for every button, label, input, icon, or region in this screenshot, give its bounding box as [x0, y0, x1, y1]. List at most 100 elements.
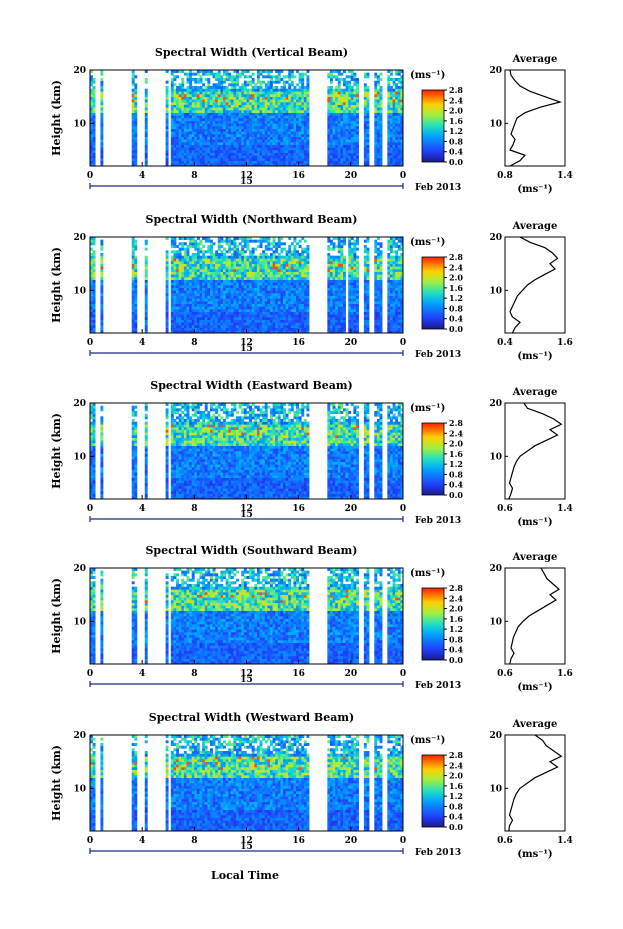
heatmap-cell: [178, 94, 182, 97]
heatmap-cell: [340, 107, 344, 111]
heatmap-cell: [296, 327, 299, 331]
heatmap-cell: [207, 261, 211, 264]
heatmap-cell: [194, 126, 198, 129]
heatmap-cell: [217, 298, 221, 302]
heatmap-cell: [272, 271, 276, 275]
heatmap-cell: [228, 247, 232, 251]
heatmap-cell: [189, 139, 193, 143]
heatmap-cell: [217, 293, 221, 296]
heatmap-cell: [204, 144, 208, 148]
heatmap-cell: [199, 319, 203, 323]
heatmap-cell: [353, 142, 357, 145]
heatmap-cell: [173, 285, 177, 288]
heatmap-cell: [374, 139, 378, 143]
heatmap-cell: [376, 88, 380, 92]
heatmap-cell: [340, 319, 344, 323]
heatmap-cell: [186, 99, 190, 103]
heatmap-cell: [285, 309, 289, 312]
heatmap-cell: [189, 126, 193, 129]
heatmap-cell: [256, 115, 260, 119]
heatmap-cell: [251, 298, 255, 302]
heatmap-cell: [259, 94, 263, 97]
heatmap-cell: [254, 107, 258, 111]
heatmap-cell: [283, 247, 286, 251]
heatmap-cell: [353, 80, 357, 84]
heatmap-cell: [220, 253, 224, 256]
heatmap-cell: [173, 245, 177, 248]
heatmap-cell: [329, 322, 333, 326]
heatmap-cell: [238, 277, 242, 280]
heatmap-cell: [225, 314, 229, 318]
heatmap-cell: [236, 261, 239, 264]
heatmap-cell: [233, 274, 237, 278]
heatmap-cell: [272, 245, 276, 248]
heatmap-cell: [353, 102, 357, 105]
heatmap-cell: [225, 131, 229, 135]
heatmap-cell: [306, 118, 310, 121]
heatmap-cell: [220, 96, 224, 100]
heatmap-cell: [389, 163, 393, 167]
heatmap-cell: [376, 99, 380, 103]
heatmap-cell: [264, 70, 268, 73]
heatmap-cell: [202, 266, 206, 270]
heatmap-cell: [100, 330, 104, 334]
heatmap-cell: [356, 99, 359, 103]
heatmap-cell: [212, 112, 216, 116]
heatmap-cell: [196, 298, 200, 302]
heatmap-cell: [186, 112, 190, 116]
heatmap-cell: [353, 88, 357, 92]
heatmap-cell: [241, 303, 245, 307]
heatmap-cell: [251, 128, 255, 132]
heatmap-cell: [165, 311, 169, 315]
heatmap-cell: [144, 110, 148, 113]
heatmap-cell: [293, 160, 297, 164]
heatmap-cell: [131, 115, 135, 119]
heatmap-cell: [249, 91, 253, 95]
heatmap-cell: [220, 271, 224, 275]
heatmap-cell: [251, 309, 255, 312]
heatmap-cell: [296, 104, 299, 108]
heatmap-cell: [374, 136, 378, 140]
heatmap-cell: [337, 237, 341, 240]
heatmap-cell: [256, 139, 260, 143]
heatmap-cell: [376, 91, 380, 95]
heatmap-cell: [275, 322, 279, 326]
heatmap-cell: [191, 96, 195, 100]
heatmap-cell: [400, 78, 404, 81]
heatmap-cell: [243, 96, 247, 100]
heatmap-cell: [400, 126, 404, 129]
heatmap-cell: [249, 293, 253, 296]
heatmap-cell: [267, 237, 271, 240]
heatmap-cell: [241, 94, 245, 97]
heatmap-cell: [178, 107, 182, 111]
heatmap-cell: [259, 88, 263, 92]
heatmap-cell: [298, 303, 302, 307]
heatmap-cell: [296, 325, 299, 328]
heatmap-cell: [204, 70, 208, 73]
heatmap-cell: [332, 139, 336, 143]
heatmap-cell: [379, 123, 383, 127]
heatmap-cell: [238, 136, 242, 140]
heatmap-cell: [170, 317, 174, 320]
heatmap-cell: [262, 136, 266, 140]
heatmap-cell: [202, 237, 206, 240]
heatmap-cell: [280, 150, 284, 153]
heatmap-cell: [285, 266, 289, 270]
heatmap-cell: [363, 134, 367, 137]
heatmap-cell: [215, 330, 219, 334]
heatmap-cell: [395, 131, 399, 135]
heatmap-cell: [236, 120, 239, 124]
heatmap-cell: [337, 255, 341, 259]
heatmap-cell: [220, 314, 224, 318]
heatmap-cell: [340, 311, 344, 315]
heatmap-cell: [225, 271, 229, 275]
heatmap-cell: [131, 239, 135, 243]
heatmap-cell: [223, 147, 226, 151]
heatmap-cell: [256, 163, 260, 167]
heatmap-cell: [366, 131, 370, 135]
heatmap-cell: [225, 70, 229, 73]
heatmap-cell: [165, 301, 169, 304]
heatmap-cell: [298, 314, 302, 318]
heatmap-cell: [277, 263, 281, 267]
heatmap-cell: [100, 263, 104, 267]
